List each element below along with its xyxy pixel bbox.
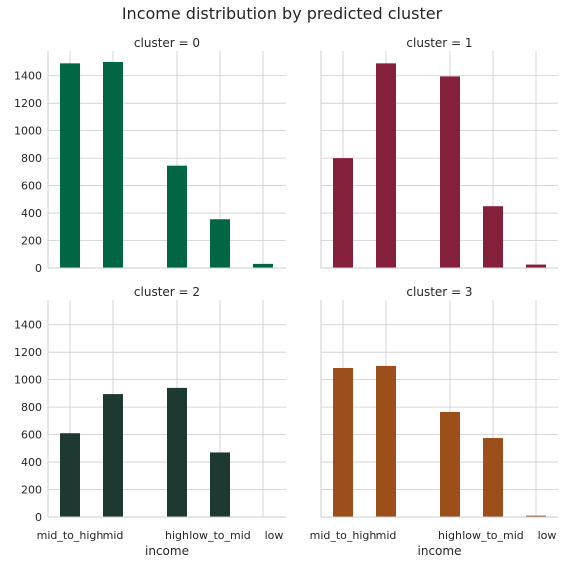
x-tick-label: low <box>538 529 557 542</box>
bar-mid_to_high <box>333 158 353 268</box>
bar-low_to_mid <box>483 438 503 517</box>
panel-cluster-3: cluster = 3 mid_to_high mid high low_to_mid l… <box>310 285 558 558</box>
panel-title: cluster = 0 <box>134 36 200 50</box>
bar-mid_to_high <box>60 63 80 268</box>
x-tick-label: mid_to_high <box>37 529 104 542</box>
y-tick-label: 800 <box>21 401 42 414</box>
panel-cluster-2: cluster = 2 0 200 400 600 800 1000 1200 1400 mid_… <box>14 285 286 558</box>
bar-mid <box>103 394 123 517</box>
bar-low_to_mid <box>483 206 503 268</box>
y-tick-label: 1000 <box>14 125 42 138</box>
panel-title: cluster = 2 <box>134 285 200 299</box>
bar-low_to_mid <box>210 219 230 268</box>
y-tick-label: 200 <box>21 484 42 497</box>
y-tick-label: 400 <box>21 456 42 469</box>
x-tick-label: low_to_mid <box>189 529 251 542</box>
panels: cluster = 00200400600800100012001400clus… <box>14 36 558 558</box>
x-tick-label: mid_to_high <box>310 529 377 542</box>
y-tick-label: 1000 <box>14 374 42 387</box>
x-tick-label: low <box>265 529 284 542</box>
x-tick-label: low_to_mid <box>462 529 524 542</box>
y-tick-label: 600 <box>21 429 42 442</box>
y-tick-label: 0 <box>35 511 42 524</box>
x-axis-label: income <box>145 544 189 558</box>
y-tick-label: 1200 <box>14 97 42 110</box>
y-tick-label: 1400 <box>14 319 42 332</box>
y-tick-label: 200 <box>21 235 42 248</box>
bar-high <box>167 166 187 268</box>
x-tick-label: mid <box>376 529 397 542</box>
bar-mid_to_high <box>60 433 80 517</box>
bar-mid <box>376 366 396 517</box>
panel-cluster-0: cluster = 0 0 200 400 600 800 1000 1200 1400 <box>14 36 286 275</box>
x-tick-label: mid <box>103 529 124 542</box>
bar-low_to_mid <box>210 452 230 517</box>
x-tick-label: high <box>438 529 462 542</box>
x-axis-label: income <box>418 544 462 558</box>
panel-cluster-1: cluster = 1 <box>321 36 558 268</box>
bar-high <box>440 412 460 517</box>
y-tick-label: 600 <box>21 180 42 193</box>
bar-high <box>167 388 187 517</box>
bar-mid <box>376 63 396 268</box>
y-tick-label: 800 <box>21 152 42 165</box>
bar-mid <box>103 62 123 268</box>
bar-low <box>526 265 546 268</box>
y-tick-label: 1200 <box>14 346 42 359</box>
bar-high <box>440 76 460 268</box>
panel-title: cluster = 3 <box>406 285 472 299</box>
y-tick-label: 400 <box>21 207 42 220</box>
y-tick-label: 1400 <box>14 70 42 83</box>
y-tick-label: 0 <box>35 262 42 275</box>
x-tick-label: high <box>165 529 189 542</box>
panel-title: cluster = 1 <box>406 36 472 50</box>
bar-mid_to_high <box>333 368 353 517</box>
chart-title: Income distribution by predicted cluster <box>122 4 443 23</box>
bar-low <box>253 264 273 268</box>
